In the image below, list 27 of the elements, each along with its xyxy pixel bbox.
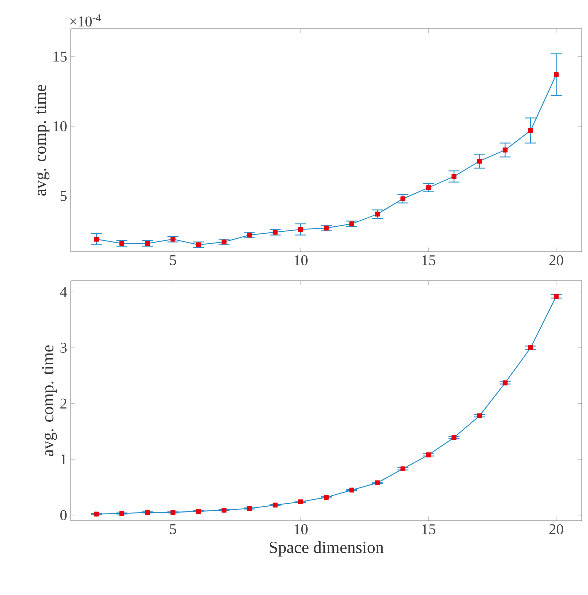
y-axis-title: avg. comp. time: [34, 85, 50, 196]
x-axis-title: Space dimension: [270, 541, 384, 557]
y-tick-label: 3: [60, 342, 67, 353]
point: [400, 196, 406, 202]
x-tick-label: 10: [294, 524, 308, 535]
x-tick-label: 15: [422, 256, 436, 266]
point: [477, 158, 482, 164]
point: [94, 236, 99, 242]
y-tick-label: 4: [60, 287, 68, 298]
x-tick-label: 10: [294, 256, 308, 266]
y-tick-label: 0: [60, 510, 67, 520]
y-axis-title: avg. comp. time: [42, 346, 58, 456]
y-tick-label: 10: [54, 122, 67, 132]
x-tick-label: 15: [422, 524, 436, 535]
x-tick-label: 20: [550, 524, 564, 535]
y-tick-label: 1: [61, 454, 67, 465]
point: [554, 72, 559, 78]
x-tick-label: 20: [550, 256, 564, 266]
x-tick-label: 5: [170, 524, 176, 534]
point: [502, 148, 508, 153]
text: ×10$^{-4}$: [70, 14, 102, 27]
point: [298, 227, 304, 232]
x-tick-label: 5: [170, 256, 176, 266]
y-tick-label: 5: [60, 191, 67, 202]
y-tick-label: 15: [54, 52, 67, 62]
point: [528, 128, 534, 134]
y-tick-label: 2: [60, 398, 67, 409]
